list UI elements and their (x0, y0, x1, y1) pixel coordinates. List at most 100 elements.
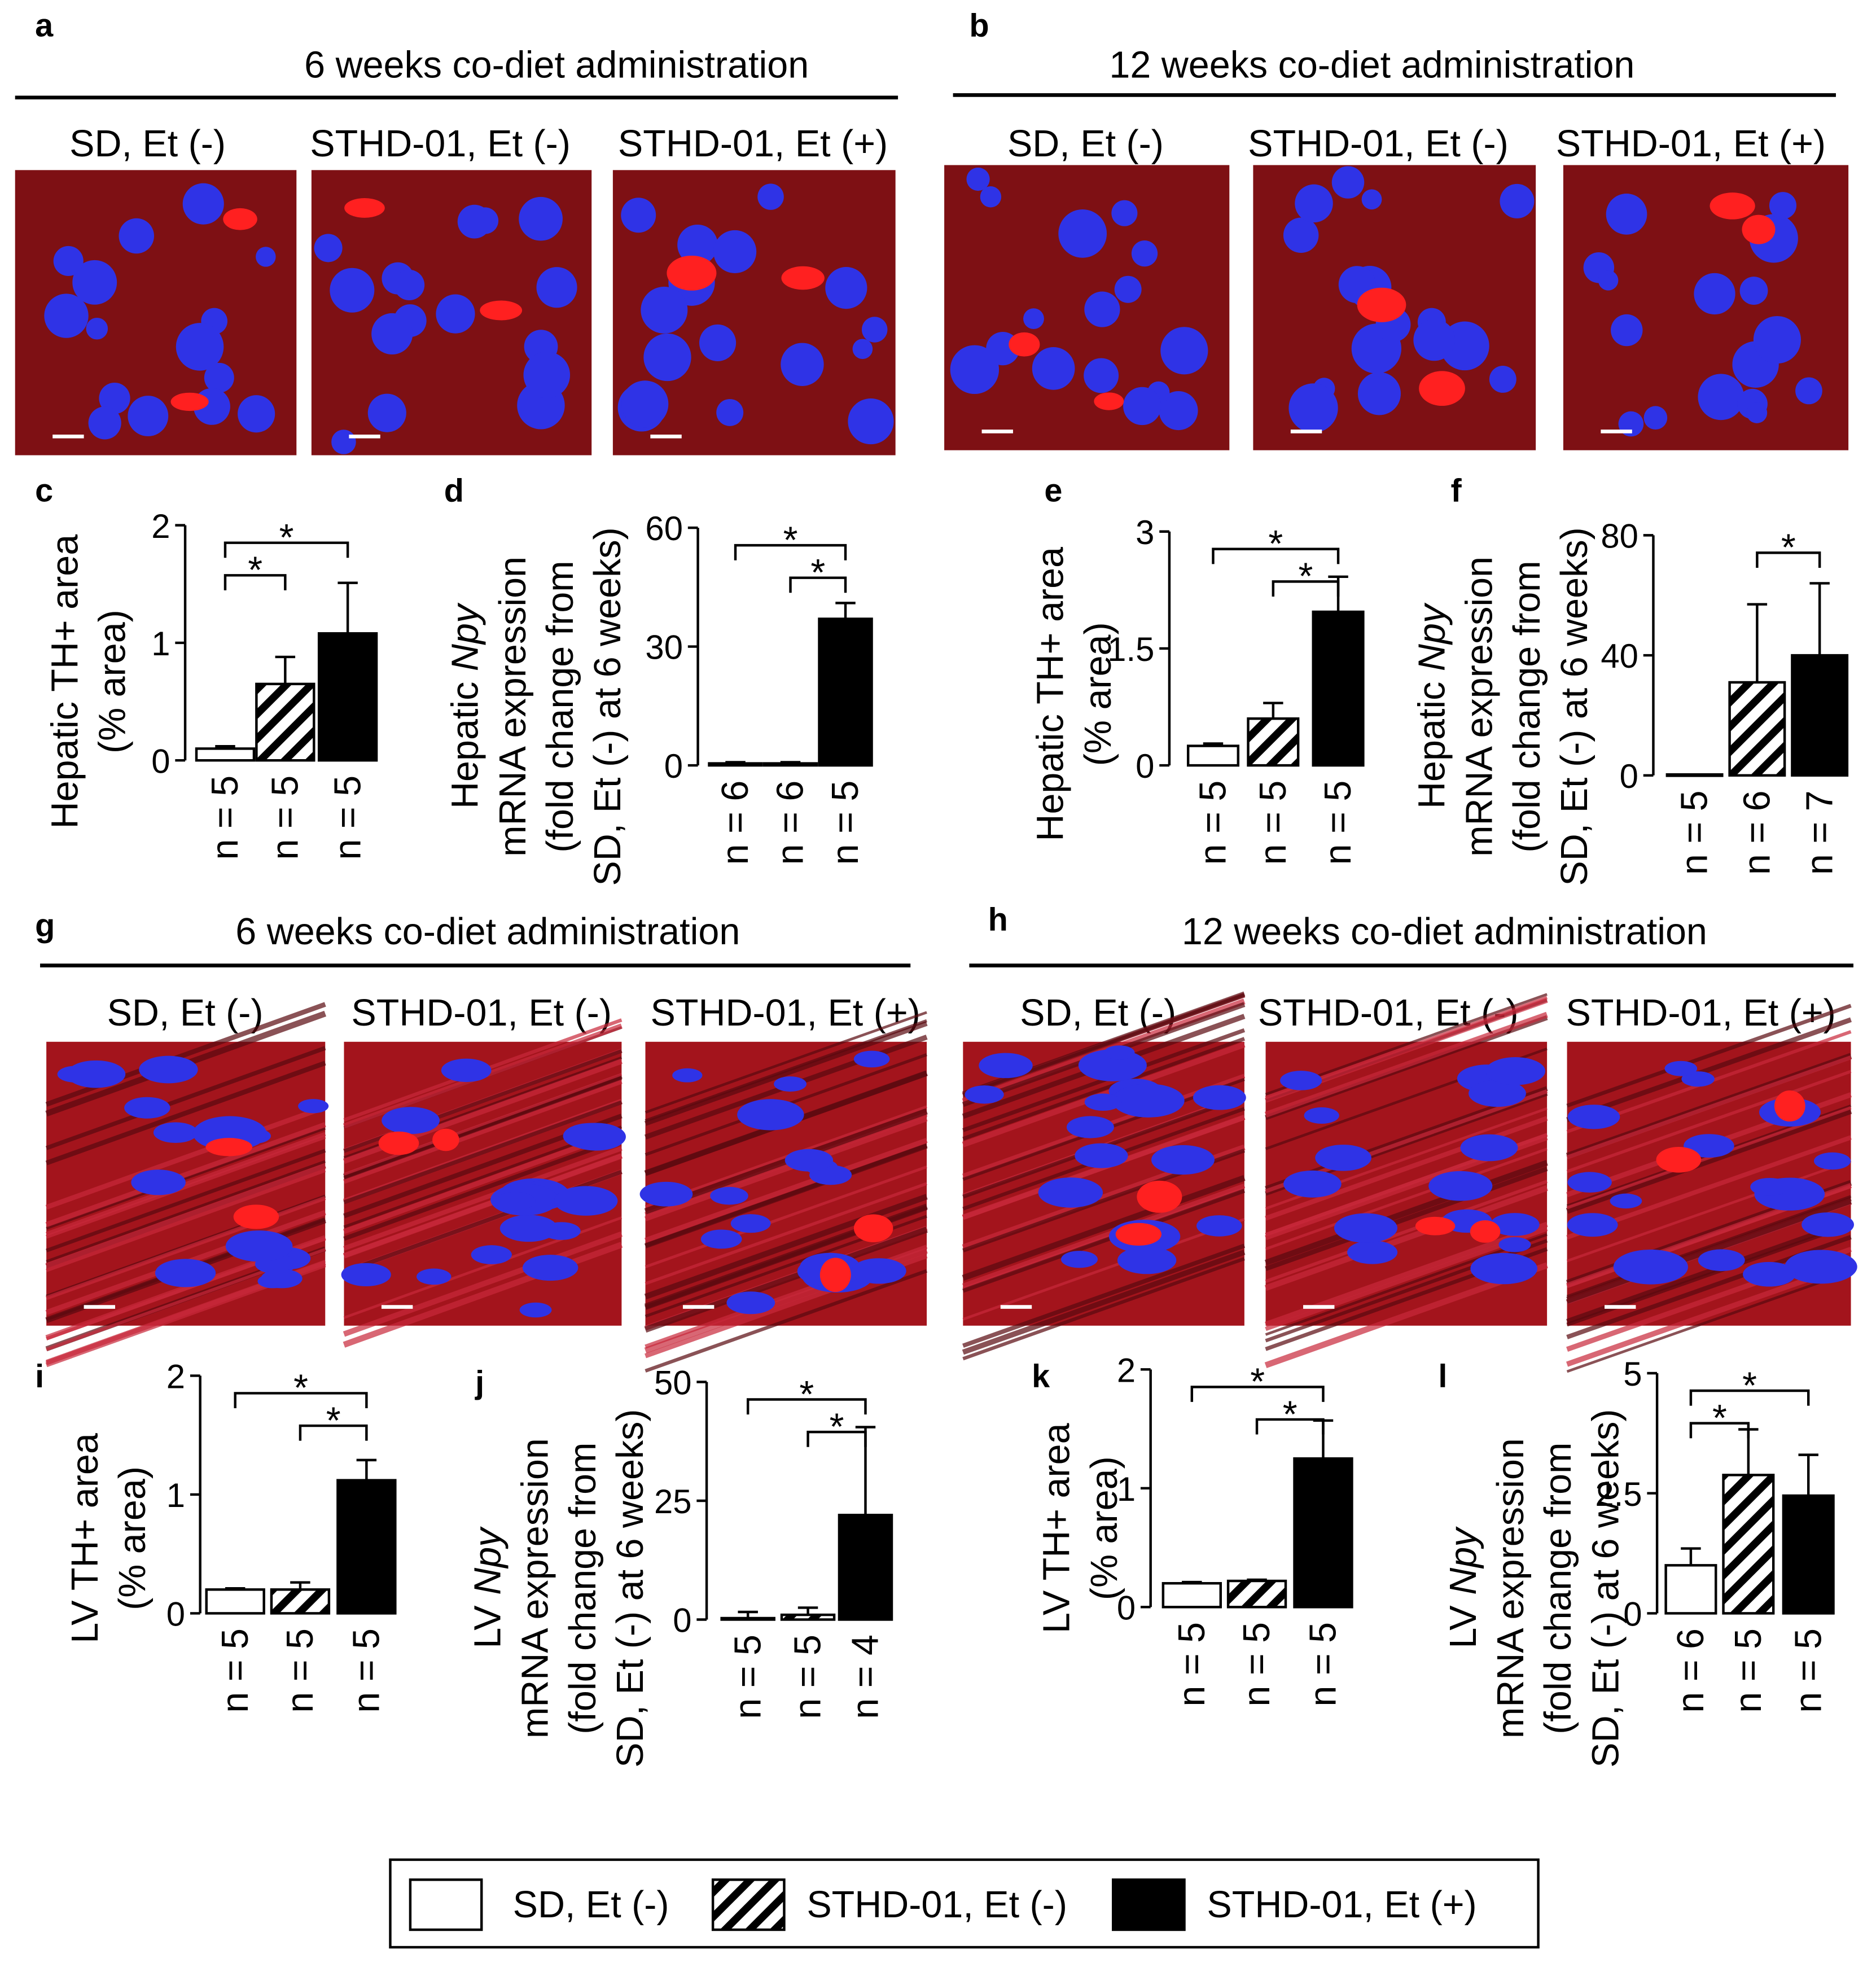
fiber (45, 1122, 326, 1228)
fiber (343, 1079, 623, 1184)
legend-label: STHD-01, Et (-) (806, 1884, 1067, 1926)
nucleus (53, 246, 84, 277)
y-axis-label-part: Npy (1411, 602, 1453, 671)
y-axis-label: Hepatic Npy mRNA expression (fold change f… (445, 527, 629, 886)
image-caption: STHD-01, Et (+) (1556, 123, 1826, 165)
nucleus (1060, 1251, 1098, 1268)
image-caption: STHD-01, Et (+) (651, 992, 921, 1034)
y-tick-label: 30 (645, 629, 683, 667)
nucleus (1469, 1080, 1526, 1107)
significance-star: * (326, 1400, 341, 1442)
nucleus (1315, 1145, 1371, 1171)
nucleus (621, 198, 656, 233)
y-axis-label-part: (% area) (112, 1466, 154, 1610)
nucleus (522, 1255, 578, 1281)
y-tick-label: 5 (1623, 1355, 1642, 1393)
bar (838, 1514, 893, 1621)
nucleus (1023, 308, 1044, 330)
nucleus (716, 398, 744, 426)
fiber (962, 1189, 1246, 1293)
y-axis-label-part: SD, Et (-) at 6 weeks) (1554, 527, 1596, 886)
nucleus (1295, 184, 1333, 223)
section-title: 12 weeks co-diet administration (1182, 911, 1707, 953)
fiber (645, 1182, 927, 1285)
panel-letter: c (35, 473, 53, 509)
x-tick-label: n = 6 (770, 781, 812, 865)
nucleus (1151, 1145, 1215, 1175)
fiber (645, 1116, 928, 1221)
nucleus (139, 1055, 198, 1084)
significance-star: * (810, 552, 825, 594)
y-axis-label-part: Npy (445, 602, 486, 671)
nucleus (1698, 1249, 1745, 1272)
nucleus (499, 1215, 558, 1242)
significance-bracket (1190, 1386, 1325, 1402)
nucleus (1567, 1213, 1618, 1237)
x-tick-label: n = 5 (1236, 1622, 1278, 1707)
nucleus (1610, 1193, 1642, 1209)
nucleus (367, 393, 406, 432)
significance-bracket (1689, 1389, 1810, 1406)
y-axis-label-part: Hepatic TH+ area (45, 534, 86, 829)
nucleus (1331, 166, 1365, 199)
nucleus (314, 234, 343, 262)
nucleus (1104, 1045, 1135, 1060)
nucleus (1304, 1107, 1339, 1124)
nucleus (554, 1186, 618, 1216)
stain (667, 255, 717, 291)
nucleus (1694, 273, 1735, 315)
legend-box (389, 1858, 1540, 1949)
panel-letter: a (35, 7, 54, 43)
nucleus (639, 1181, 693, 1207)
stain (1470, 1220, 1501, 1243)
fiber (962, 1175, 1246, 1281)
nucleus (1357, 372, 1401, 415)
y-axis-label-part: SD, Et (-) at 6 weeks) (610, 1409, 651, 1767)
x-tick-label: n = 6 (1737, 790, 1778, 875)
y-axis-label-part: LV (1443, 1595, 1484, 1649)
significance-bracket (734, 544, 847, 560)
significance-bracket (1756, 551, 1821, 568)
bar (1312, 610, 1365, 767)
bar (205, 1588, 265, 1615)
y-axis-label-part: (fold change from (540, 560, 581, 852)
y-axis-label-part: (fold change from (1506, 560, 1548, 852)
nucleus (331, 430, 356, 454)
stain (1742, 214, 1776, 244)
y-tick-label: 0 (1620, 757, 1638, 795)
significance-bracket (1689, 1422, 1750, 1439)
panel-letter: i (35, 1358, 44, 1394)
nucleus (1613, 1249, 1688, 1285)
significance-star: * (783, 519, 798, 561)
stain (781, 266, 825, 290)
bar (317, 632, 378, 762)
significance-bracket (223, 541, 349, 558)
fiber (1566, 1055, 1852, 1159)
fiber (645, 1143, 928, 1248)
image-caption: STHD-01, Et (-) (1248, 123, 1509, 165)
stain (1094, 392, 1124, 410)
stain (223, 208, 257, 230)
nucleus (1193, 1085, 1246, 1110)
bar (818, 617, 873, 767)
y-tick-label: 2 (166, 1358, 185, 1396)
nucleus (44, 293, 89, 338)
bar (1664, 1564, 1717, 1615)
nucleus (1500, 183, 1535, 218)
y-axis-label-part: mRNA expression (1490, 1438, 1532, 1738)
nucleus (131, 1169, 186, 1195)
nucleus (1769, 192, 1797, 220)
image-caption: SD, Et (-) (107, 992, 264, 1034)
y-tick-label: 60 (645, 510, 683, 547)
fiber (1265, 1166, 1548, 1271)
bar (1728, 681, 1786, 777)
bar (708, 762, 763, 767)
significance-star: * (1283, 1394, 1298, 1435)
nucleus (643, 333, 691, 382)
y-tick-label: 1 (166, 1476, 185, 1514)
nucleus (1131, 240, 1158, 267)
nucleus (700, 1229, 742, 1249)
nucleus (757, 183, 784, 210)
